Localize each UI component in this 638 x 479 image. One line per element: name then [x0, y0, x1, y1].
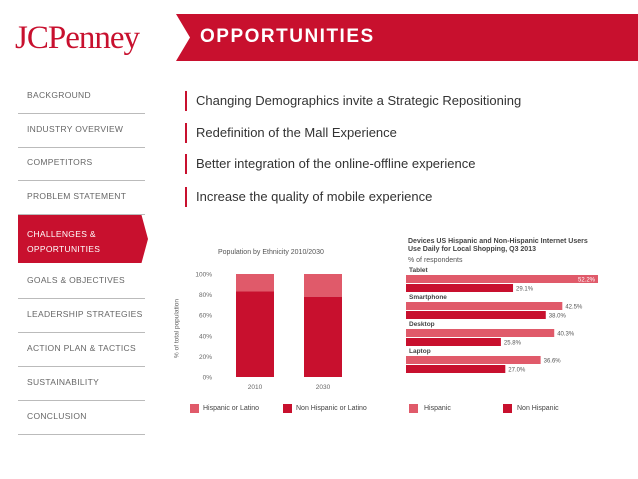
- jcpenney-logo: JCPenney: [15, 20, 140, 56]
- headline-mall-experience: Redefinition of the Mall Experience: [185, 123, 397, 143]
- y-tick-label: 20%: [199, 354, 212, 361]
- sidebar-item-conclusion[interactable]: CONCLUSION: [18, 401, 145, 435]
- devices-chart: Tablet 52.2% 29.1% Smartphone 42.5% 38.0% Desk…: [406, 267, 598, 374]
- sidebar-item-label: LEADERSHIP STRATEGIES: [27, 309, 143, 319]
- x-tick-label: 2030: [316, 384, 331, 391]
- legend-label-hispanic: Hispanic: [424, 405, 451, 412]
- sidebar-item-industry-overview[interactable]: INDUSTRY OVERVIEW: [18, 114, 145, 148]
- bar-hispanic-smartphone: [406, 302, 563, 310]
- bar-hispanic-laptop: [406, 356, 541, 364]
- legend-swatch-non-hispanic: [503, 404, 512, 413]
- category-label-smartphone: Smartphone: [409, 294, 447, 301]
- population-chart-title: Population by Ethnicity 2010/2030: [218, 249, 324, 256]
- sidebar-item-label: PROBLEM STATEMENT: [27, 191, 127, 201]
- devices-chart-title-line2: Use Daily for Local Shopping, Q3 2013: [408, 246, 536, 253]
- sidebar-item-challenges-opportunities[interactable]: CHALLENGES & OPPORTUNITIES: [18, 215, 148, 263]
- data-label: 42.5%: [565, 305, 583, 311]
- data-label: 38.0%: [549, 314, 567, 320]
- category-label-desktop: Desktop: [409, 321, 435, 328]
- bar-non-hispanic-or-latino-2010: [236, 291, 274, 377]
- sidebar-item-label: SUSTAINABILITY: [27, 377, 100, 387]
- sidebar-item-label: INDUSTRY OVERVIEW: [27, 124, 124, 134]
- devices-chart-subtitle: % of respondents: [408, 257, 463, 264]
- y-tick-label: 80%: [199, 292, 212, 299]
- bar-non-hispanic-desktop: [406, 338, 501, 346]
- bar-hispanic-or-latino-2030: [304, 274, 342, 297]
- population-chart: 0% 20% 40% 60% 80% 100% 2010 2030: [195, 272, 342, 391]
- bar-hispanic-or-latino-2010: [236, 274, 274, 292]
- sidebar-item-label: ACTION PLAN & TACTICS: [27, 343, 136, 353]
- y-tick-label: 60%: [199, 313, 212, 320]
- bar-non-hispanic-laptop: [406, 365, 506, 373]
- data-label: 29.1%: [516, 287, 534, 293]
- y-tick-label: 100%: [195, 272, 212, 279]
- bar-hispanic-desktop: [406, 329, 555, 337]
- legend-swatch-hispanic-latino: [190, 404, 199, 413]
- bar-non-hispanic-or-latino-2030: [304, 296, 342, 377]
- headline-online-offline: Better integration of the online-offline…: [185, 154, 475, 174]
- sidebar-item-action-plan-tactics[interactable]: ACTION PLAN & TACTICS: [18, 333, 145, 367]
- category-label-laptop: Laptop: [409, 348, 431, 355]
- y-tick-label: 40%: [199, 333, 212, 340]
- sidebar-item-problem-statement[interactable]: PROBLEM STATEMENT: [18, 181, 145, 215]
- sidebar-item-label: GOALS & OBJECTIVES: [27, 275, 125, 285]
- sidebar-item-sustainability[interactable]: SUSTAINABILITY: [18, 367, 145, 401]
- legend-label-non-hispanic: Non Hispanic: [517, 405, 559, 412]
- data-label: 40.3%: [557, 332, 575, 338]
- sidebar-item-label: CONCLUSION: [27, 411, 87, 421]
- title-banner: OPPORTUNITIES: [176, 14, 638, 61]
- legend-swatch-hispanic: [409, 404, 418, 413]
- sidebar-item-background[interactable]: BACKGROUND: [18, 80, 145, 114]
- sidebar-item-competitors[interactable]: COMPETITORS: [18, 147, 145, 181]
- headline-mobile-experience: Increase the quality of mobile experienc…: [185, 187, 432, 207]
- bar-non-hispanic-smartphone: [406, 311, 546, 319]
- legend-label-non-hispanic-latino: Non Hispanic or Latino: [296, 405, 367, 412]
- page-title: OPPORTUNITIES: [200, 26, 375, 47]
- sidebar-item-label: CHALLENGES &: [27, 229, 96, 239]
- bar-hispanic-tablet: [406, 275, 598, 283]
- legend-label-hispanic-latino: Hispanic or Latino: [203, 405, 260, 412]
- sidebar-item-label: COMPETITORS: [27, 157, 93, 167]
- category-label-tablet: Tablet: [409, 267, 428, 274]
- population-chart-ylabel: % of total population: [173, 299, 181, 358]
- x-tick-label: 2010: [248, 384, 263, 391]
- data-label: 25.8%: [504, 341, 522, 347]
- devices-chart-title-line1: Devices US Hispanic and Non-Hispanic Int…: [408, 238, 588, 245]
- data-label: 52.2%: [578, 278, 596, 284]
- sidebar-item-leadership-strategies[interactable]: LEADERSHIP STRATEGIES: [18, 299, 145, 333]
- y-tick-label: 0%: [203, 375, 213, 382]
- data-label: 36.6%: [544, 359, 562, 365]
- headline-demographics: Changing Demographics invite a Strategic…: [185, 91, 521, 111]
- legend-swatch-non-hispanic-latino: [283, 404, 292, 413]
- sidebar-item-label: BACKGROUND: [27, 90, 91, 100]
- bar-non-hispanic-tablet: [406, 284, 514, 292]
- data-label: 27.0%: [508, 368, 526, 374]
- sidebar-item-goals-objectives[interactable]: GOALS & OBJECTIVES: [18, 265, 145, 299]
- sidebar-item-label: OPPORTUNITIES: [27, 244, 101, 255]
